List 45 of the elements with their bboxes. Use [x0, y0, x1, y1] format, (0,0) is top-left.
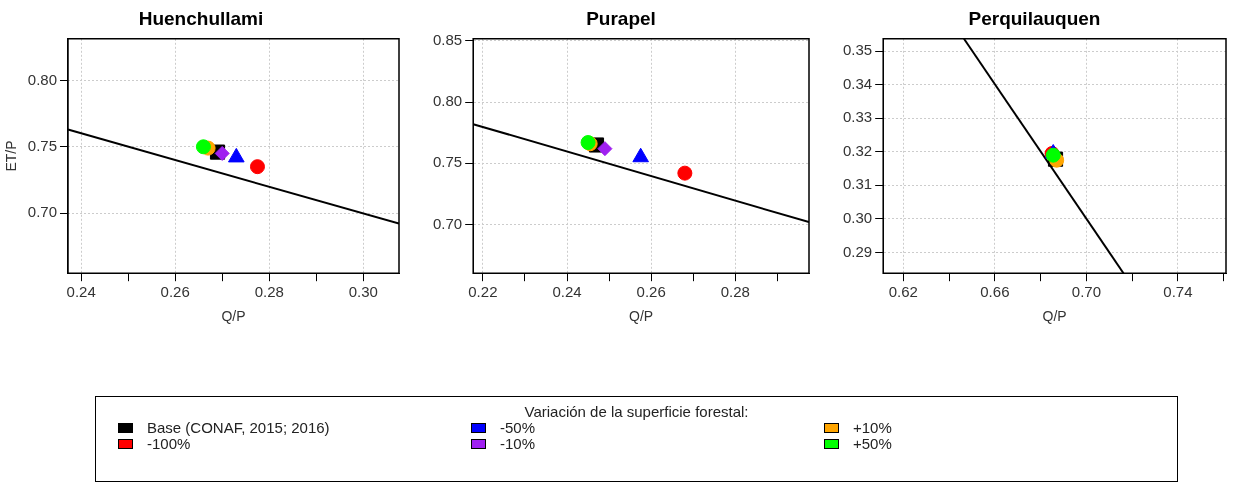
x-axis-title: Q/P — [1042, 308, 1067, 325]
legend-label: +10% — [853, 419, 892, 436]
x-tick-label: 0.62 — [888, 283, 918, 301]
y-tick-label: 0.31 — [842, 175, 873, 193]
x-tick-label: 0.66 — [980, 283, 1010, 301]
y-tick-label: 0.80 — [432, 92, 463, 110]
y-tick-label: 0.85 — [432, 31, 463, 49]
x-tick-label: 0.24 — [552, 283, 582, 301]
y-tick-label: 0.30 — [842, 209, 873, 227]
chart-title: Purapel — [586, 7, 656, 29]
legend-label: -100% — [147, 435, 191, 452]
y-tick-label: 0.75 — [27, 136, 57, 154]
x-axis-title: Q/P — [221, 308, 246, 325]
chart-title: Perquilauquen — [968, 7, 1101, 29]
y-tick-label: 0.75 — [432, 153, 463, 171]
point — [597, 141, 613, 157]
x-axis-title: Q/P — [629, 308, 654, 325]
x-tick-label: 0.74 — [1163, 283, 1193, 301]
y-tick-label: 0.70 — [27, 203, 57, 221]
y-axis-title: ET/P — [3, 140, 20, 172]
legend-label: -10% — [500, 435, 536, 452]
x-tick-label: 0.22 — [468, 283, 498, 301]
legend-title: Variación de la superficie forestal: — [523, 403, 750, 420]
point — [214, 145, 230, 161]
y-tick-label: 0.32 — [842, 141, 873, 159]
y-tick-label: 0.35 — [842, 41, 873, 59]
y-tick-label: 0.29 — [842, 242, 873, 260]
legend-label: -50% — [500, 419, 536, 436]
y-tick-label: 0.34 — [842, 74, 873, 92]
x-tick-label: 0.30 — [348, 283, 378, 301]
x-tick-label: 0.26 — [160, 283, 190, 301]
point — [677, 165, 693, 181]
x-tick-label: 0.70 — [1071, 283, 1102, 301]
y-tick-label: 0.80 — [27, 70, 57, 88]
chart-title: Huenchullami — [138, 7, 264, 29]
point — [249, 159, 265, 175]
y-tick-label: 0.70 — [432, 214, 463, 232]
y-tick-label: 0.33 — [842, 108, 873, 126]
point — [195, 139, 211, 155]
x-tick-label: 0.28 — [254, 283, 284, 301]
x-tick-label: 0.24 — [66, 283, 96, 301]
legend-label: Base (CONAF, 2015; 2016) — [147, 419, 330, 436]
legend-label: +50% — [853, 435, 892, 452]
x-tick-label: 0.26 — [636, 283, 666, 301]
x-tick-label: 0.28 — [720, 283, 750, 301]
